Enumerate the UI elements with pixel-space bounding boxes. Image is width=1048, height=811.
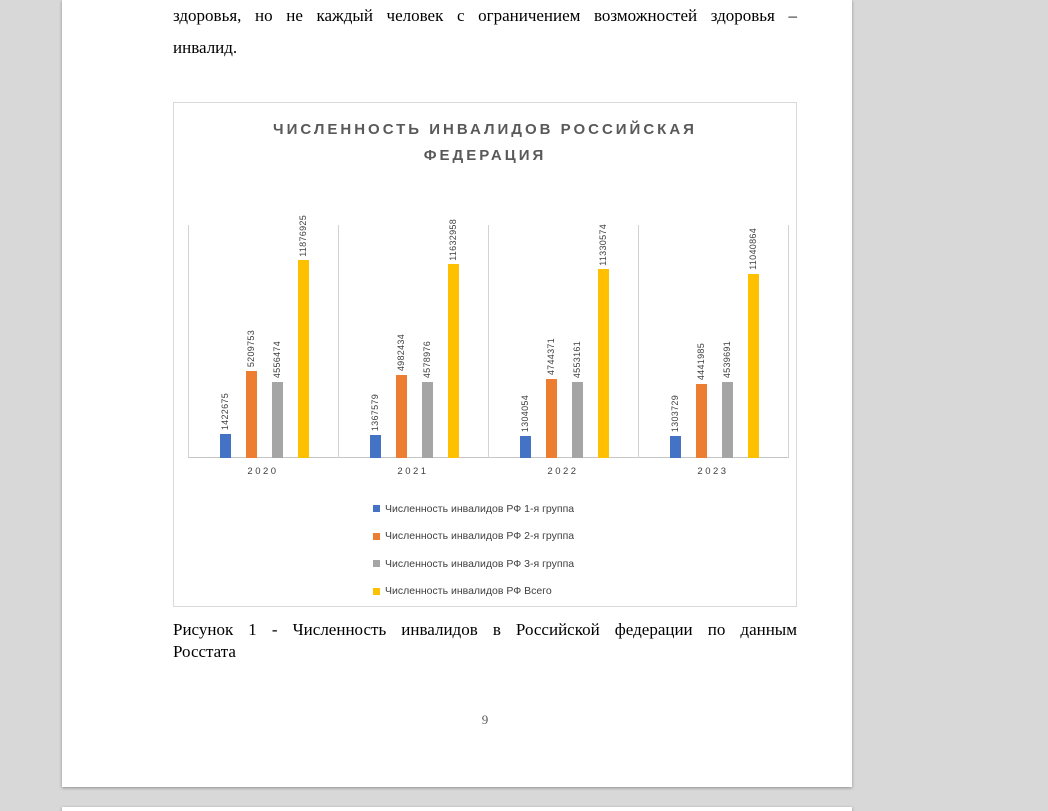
bar-value-label: 5209753 (246, 330, 256, 368)
bar[interactable] (722, 382, 733, 458)
page-number: 9 (481, 712, 489, 727)
chart-title-line: ФЕДЕРАЦИЯ (423, 147, 547, 164)
paragraph-line: здоровья, но не каждый человек с огранич… (173, 6, 797, 25)
bar-value-label: 4744371 (546, 337, 556, 375)
next-page-edge (62, 807, 852, 811)
body-paragraph[interactable]: здоровья, но не каждый человек с огранич… (173, 0, 797, 64)
legend-item[interactable]: Численность инвалидов РФ 3-я группа (373, 557, 575, 570)
bar[interactable] (272, 382, 283, 458)
bar-value-label: 11330574 (598, 223, 608, 266)
paragraph-line: инвалид. (173, 38, 238, 57)
bar[interactable] (220, 434, 231, 458)
bar-value-label: 4441985 (696, 342, 706, 381)
category-label: 2020 (247, 466, 279, 477)
bar-group-2023: 1303729 4441985 4539691 11040864 (638, 225, 788, 458)
bar[interactable] (696, 384, 707, 458)
legend-swatch-icon (373, 587, 380, 595)
legend-label: Численность инвалидов РФ 2-я группа (385, 530, 575, 542)
legend-swatch-icon (373, 505, 380, 512)
bar-value-label: 11876925 (298, 214, 308, 257)
bar-value-label: 11632958 (448, 218, 458, 261)
legend-label: Численность инвалидов РФ 1-я группа (385, 502, 575, 515)
bar-value-label: 4982434 (396, 333, 406, 372)
bar-value-label: 1422675 (220, 393, 230, 431)
bar[interactable] (246, 371, 257, 458)
bar[interactable] (572, 382, 583, 458)
bar-group-2022: 1304054 4744371 4553161 11330574 (488, 223, 638, 458)
category-label: 2021 (397, 466, 429, 477)
bar-value-label: 4553161 (572, 341, 582, 379)
bar[interactable] (670, 436, 681, 458)
bar[interactable] (448, 264, 459, 458)
category-label: 2022 (547, 466, 579, 477)
plot-area: 1422675 5209753 4556474 11876925 1367579 4982… (188, 215, 789, 458)
bar[interactable] (396, 375, 407, 458)
bar[interactable] (370, 435, 381, 458)
bar-group-2021: 1367579 4982434 4578976 11632958 (338, 219, 488, 458)
chart-title-line: ЧИСЛЕННОСТЬ ИНВАЛИДОВ РОССИЙСКАЯ (273, 121, 697, 138)
bar-value-label: 1304054 (520, 395, 530, 433)
caption-line: Росстата (173, 642, 236, 661)
legend-item[interactable]: Численность инвалидов РФ Всего (373, 585, 574, 597)
bar-value-label: 11040864 (748, 228, 758, 271)
legend-item[interactable]: Численность инвалидов РФ 2-я группа (373, 530, 575, 542)
bar[interactable] (520, 436, 531, 458)
bar-group-2020: 1422675 5209753 4556474 11876925 (188, 215, 338, 458)
bar[interactable] (748, 274, 759, 458)
category-label: 2023 (697, 466, 729, 477)
legend-label: Численность инвалидов РФ 3-я группа (385, 557, 575, 570)
bar-value-label: 4556474 (272, 341, 282, 379)
legend-label: Численность инвалидов РФ Всего (385, 585, 552, 597)
bar[interactable] (298, 260, 309, 458)
caption-line: Рисунок 1 - Численность инвалидов в Росс… (173, 620, 797, 639)
legend-swatch-icon (373, 532, 380, 540)
bar-value-label: 1303729 (670, 395, 680, 433)
legend: Численность инвалидов РФ 1-я группа Числе… (373, 503, 574, 613)
legend-item[interactable]: Численность инвалидов РФ 1-я группа (373, 502, 575, 515)
bar-value-label: 4539691 (722, 341, 732, 379)
legend-swatch-icon (373, 560, 380, 567)
bar-value-label: 4578976 (422, 340, 432, 378)
document-page: здоровья, но не каждый человек с огранич… (62, 0, 852, 787)
figure-caption[interactable]: Рисунок 1 - Численность инвалидов в Росс… (173, 619, 797, 663)
bar[interactable] (598, 269, 609, 458)
chart-title[interactable]: ЧИСЛЕННОСТЬ ИНВАЛИДОВ РОССИЙСКАЯ ФЕДЕРАЦ… (174, 117, 796, 169)
chart[interactable]: ЧИСЛЕННОСТЬ ИНВАЛИДОВ РОССИЙСКАЯ ФЕДЕРАЦ… (173, 102, 797, 607)
bar[interactable] (546, 379, 557, 458)
category-axis: 2020 2021 2022 2023 (188, 466, 788, 480)
bar[interactable] (422, 381, 433, 458)
bar-value-label: 1367579 (370, 394, 380, 432)
